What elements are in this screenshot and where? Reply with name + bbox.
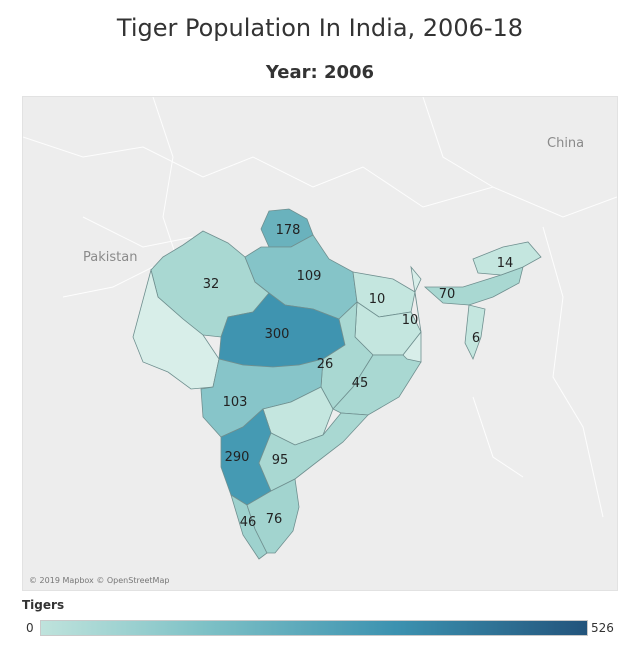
india-map[interactable]: Pakistan China — [22, 96, 618, 591]
state-assam[interactable] — [423, 266, 524, 306]
value-chhattisgarh: 26 — [317, 357, 334, 372]
value-bihar: 10 — [369, 292, 386, 307]
value-andhra-pradesh: 95 — [272, 453, 289, 468]
value-madhya-pradesh: 300 — [265, 327, 290, 342]
year-subtitle: Year: 2006 — [265, 62, 375, 83]
legend-color-scale — [40, 620, 588, 636]
state-tamil-nadu[interactable] — [246, 478, 300, 554]
chart-title: Tiger Population In India, 2006-18 — [116, 14, 524, 42]
label-pakistan: Pakistan — [83, 250, 137, 265]
value-assam: 70 — [439, 287, 456, 302]
state-arunachal-pradesh[interactable] — [472, 241, 542, 276]
value-jharkhand: 10 — [402, 313, 419, 328]
value-uttar-pradesh: 109 — [297, 269, 322, 284]
legend-title: Tigers — [22, 598, 65, 612]
value-karnataka: 290 — [225, 450, 250, 465]
legend-max-value: 526 — [591, 621, 614, 635]
label-china: China — [547, 136, 584, 151]
map-attribution[interactable]: © 2019 Mapbox © OpenStreetMap — [29, 576, 170, 585]
map-svg: Pakistan China — [23, 97, 617, 560]
value-maharashtra: 103 — [223, 395, 248, 410]
value-kerala: 46 — [240, 515, 257, 530]
value-odisha: 45 — [352, 376, 369, 391]
value-tamil-nadu: 76 — [266, 512, 283, 527]
state-andhra-pradesh[interactable] — [258, 412, 369, 492]
value-arunachal-pradesh: 14 — [497, 256, 514, 271]
state-west-bengal[interactable] — [402, 265, 422, 363]
state-mizoram[interactable] — [464, 304, 486, 361]
legend-min-value: 0 — [26, 621, 34, 635]
value-rajasthan: 32 — [203, 277, 220, 292]
value-uttarakhand: 178 — [276, 223, 301, 238]
value-mizoram: 6 — [472, 331, 480, 346]
